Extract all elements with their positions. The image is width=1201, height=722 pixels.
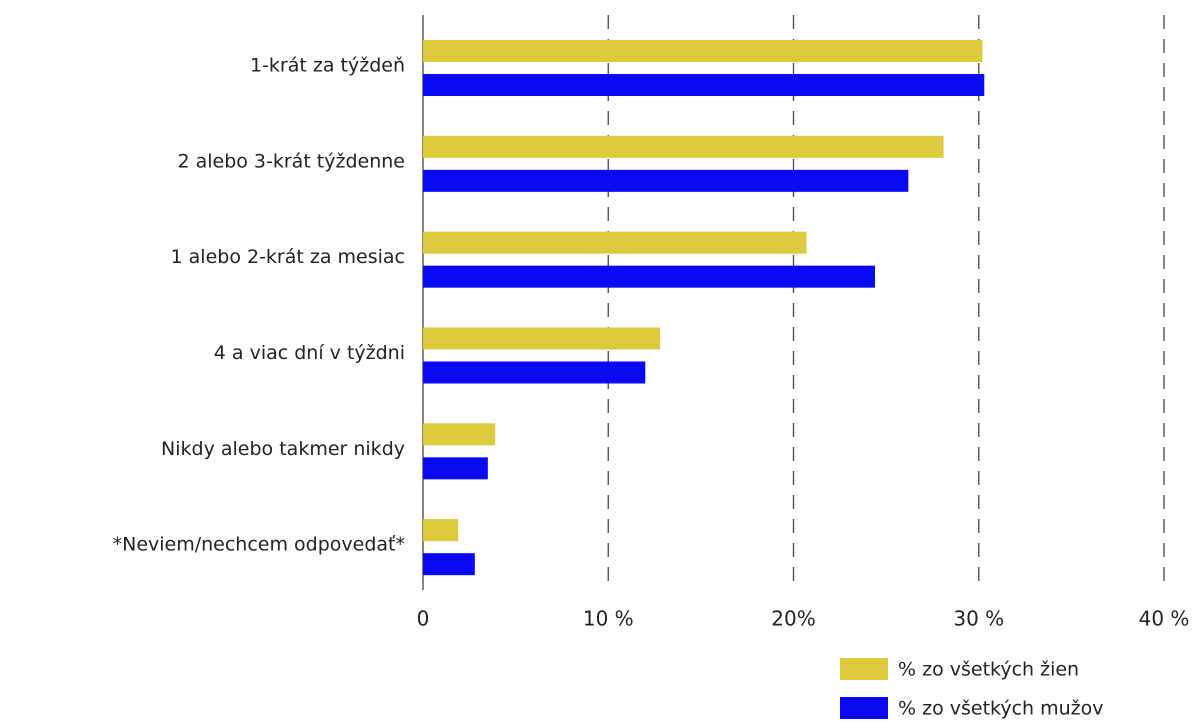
bar <box>423 169 909 192</box>
legend-swatch <box>840 697 888 719</box>
x-tick-label: 10 % <box>583 607 634 631</box>
bar <box>423 327 661 350</box>
x-tick-label: 30 % <box>953 607 1004 631</box>
y-tick-label: *Neviem/nechcem odpovedať* <box>113 534 405 556</box>
bar <box>423 457 488 480</box>
bar <box>423 553 475 576</box>
y-tick-label: Nikdy alebo takmer nikdy <box>161 438 405 460</box>
bar <box>423 74 985 96</box>
bar <box>423 265 876 288</box>
y-tick-label: 4 a viac dní v týždni <box>214 342 405 364</box>
bar <box>423 361 646 384</box>
legend-swatch <box>840 658 888 680</box>
legend-label: % zo všetkých mužov <box>898 698 1104 720</box>
bar <box>423 135 944 158</box>
y-tick-label: 1-krát za týždeň <box>250 55 405 77</box>
x-tick-label: 0 <box>417 607 430 631</box>
bar <box>423 423 496 446</box>
bar <box>423 231 807 254</box>
bar <box>423 519 459 542</box>
legend-label: % zo všetkých žien <box>898 659 1079 681</box>
bar <box>423 40 983 62</box>
y-tick-label: 1 alebo 2-krát za mesiac <box>171 246 405 268</box>
y-tick-label: 2 alebo 3-krát týždenne <box>177 150 405 172</box>
x-tick-label: 20% <box>771 607 815 631</box>
x-tick-label: 40 % <box>1139 607 1190 631</box>
